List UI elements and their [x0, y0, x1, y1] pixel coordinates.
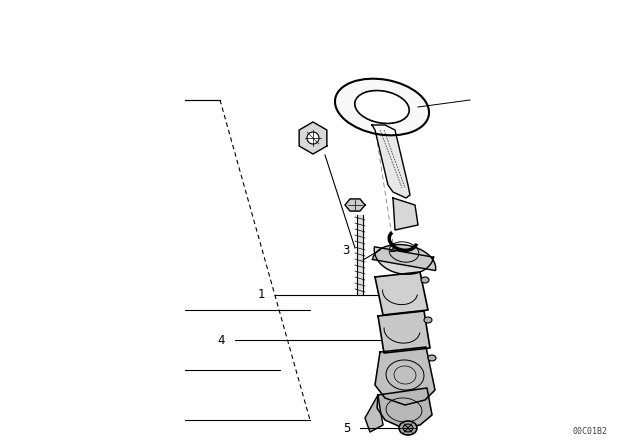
- Ellipse shape: [421, 277, 429, 283]
- Polygon shape: [375, 272, 428, 315]
- Ellipse shape: [307, 132, 319, 144]
- Text: 5: 5: [342, 422, 350, 435]
- Polygon shape: [372, 125, 410, 198]
- Polygon shape: [375, 347, 435, 405]
- Ellipse shape: [428, 355, 436, 361]
- Ellipse shape: [355, 90, 409, 124]
- Text: 00C01B2: 00C01B2: [573, 427, 607, 436]
- Polygon shape: [374, 247, 433, 274]
- Text: 4: 4: [218, 333, 225, 346]
- Polygon shape: [372, 245, 436, 271]
- Ellipse shape: [335, 79, 429, 135]
- Text: 1: 1: [257, 289, 265, 302]
- Polygon shape: [357, 215, 363, 295]
- Polygon shape: [345, 199, 365, 211]
- Polygon shape: [365, 395, 383, 432]
- Ellipse shape: [399, 421, 417, 435]
- Polygon shape: [299, 122, 327, 154]
- Ellipse shape: [403, 424, 413, 432]
- Polygon shape: [378, 311, 430, 353]
- Polygon shape: [377, 388, 432, 428]
- Text: 3: 3: [342, 244, 350, 257]
- Ellipse shape: [424, 317, 432, 323]
- Polygon shape: [393, 198, 418, 230]
- Text: 2: 2: [388, 241, 396, 254]
